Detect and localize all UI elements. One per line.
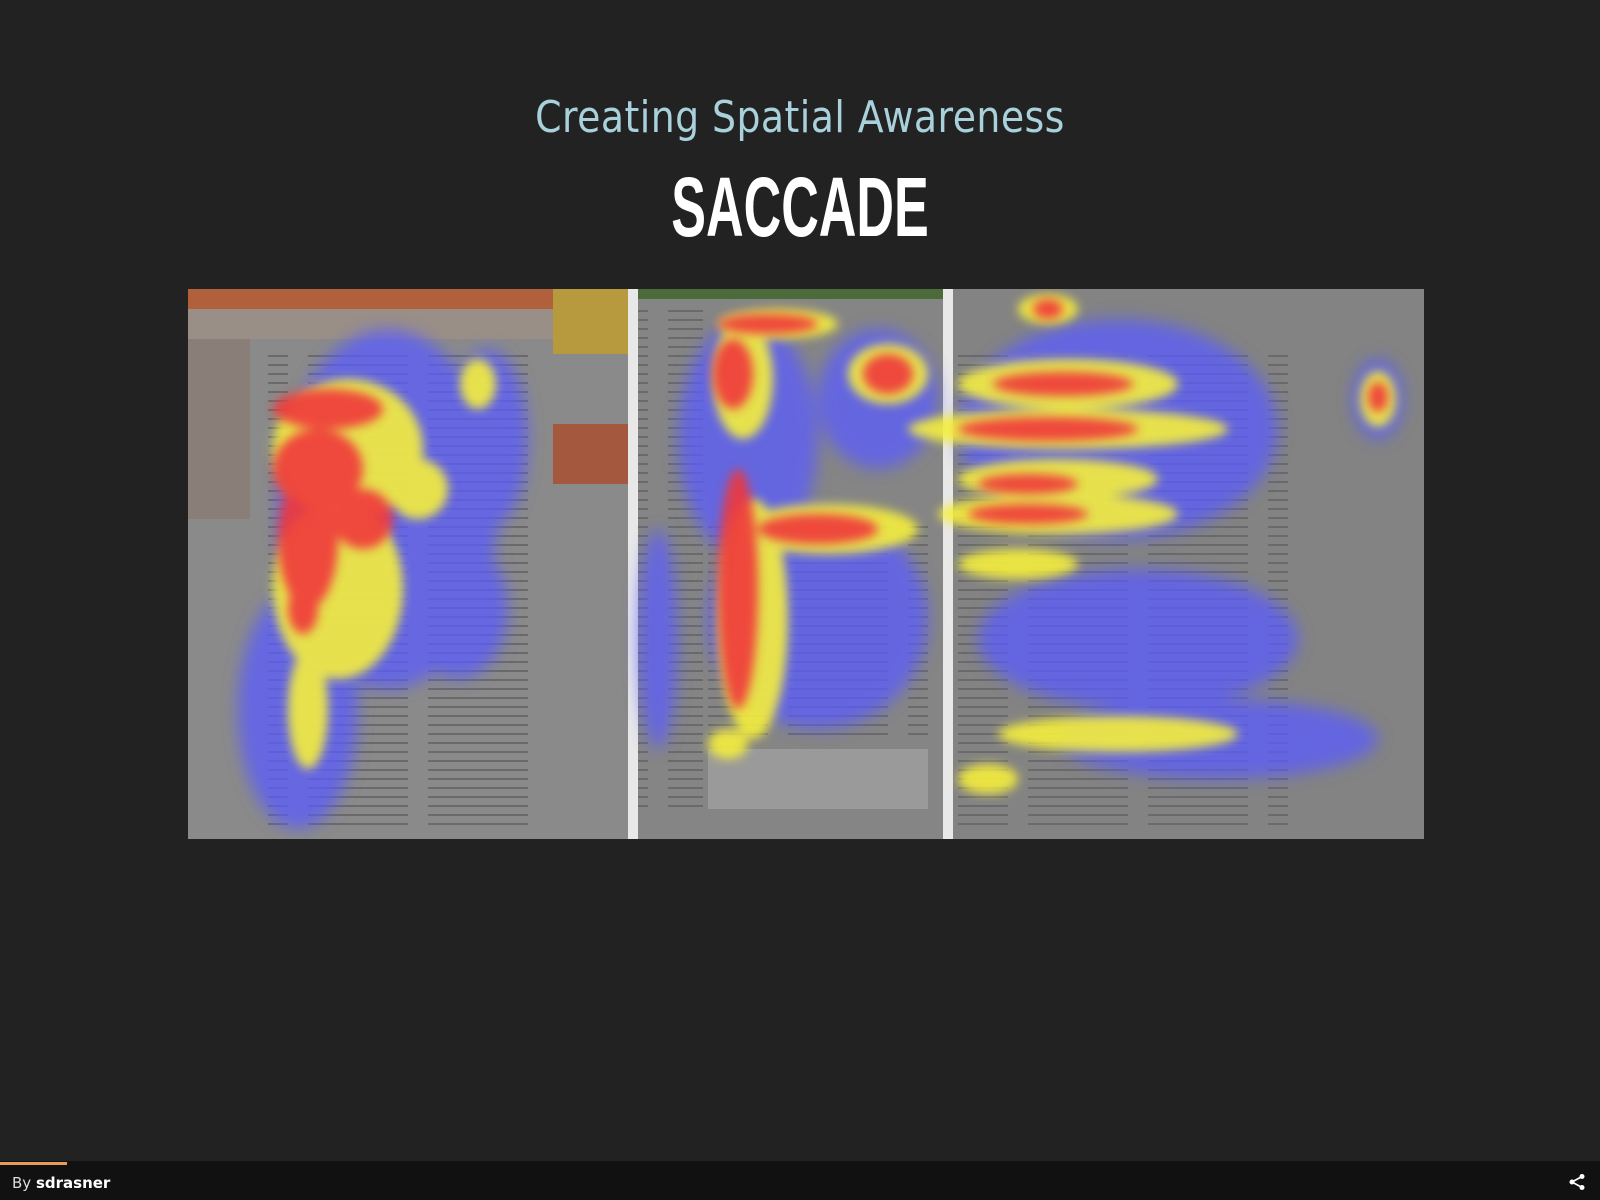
by-label: By — [12, 1174, 32, 1192]
eye-tracking-heatmap-image — [188, 289, 1424, 839]
share-icon[interactable] — [1568, 1173, 1586, 1191]
slide-subtitle: Creating Spatial Awareness — [535, 92, 1065, 143]
slide: Creating Spatial Awareness SACCADE — [188, 92, 1424, 839]
progress-bar — [0, 1162, 67, 1165]
slide-title: SACCADE — [671, 160, 929, 254]
author-name[interactable]: sdrasner — [35, 1174, 111, 1192]
author-byline[interactable]: By sdrasner — [12, 1174, 110, 1192]
footer-bar — [0, 1161, 1600, 1200]
